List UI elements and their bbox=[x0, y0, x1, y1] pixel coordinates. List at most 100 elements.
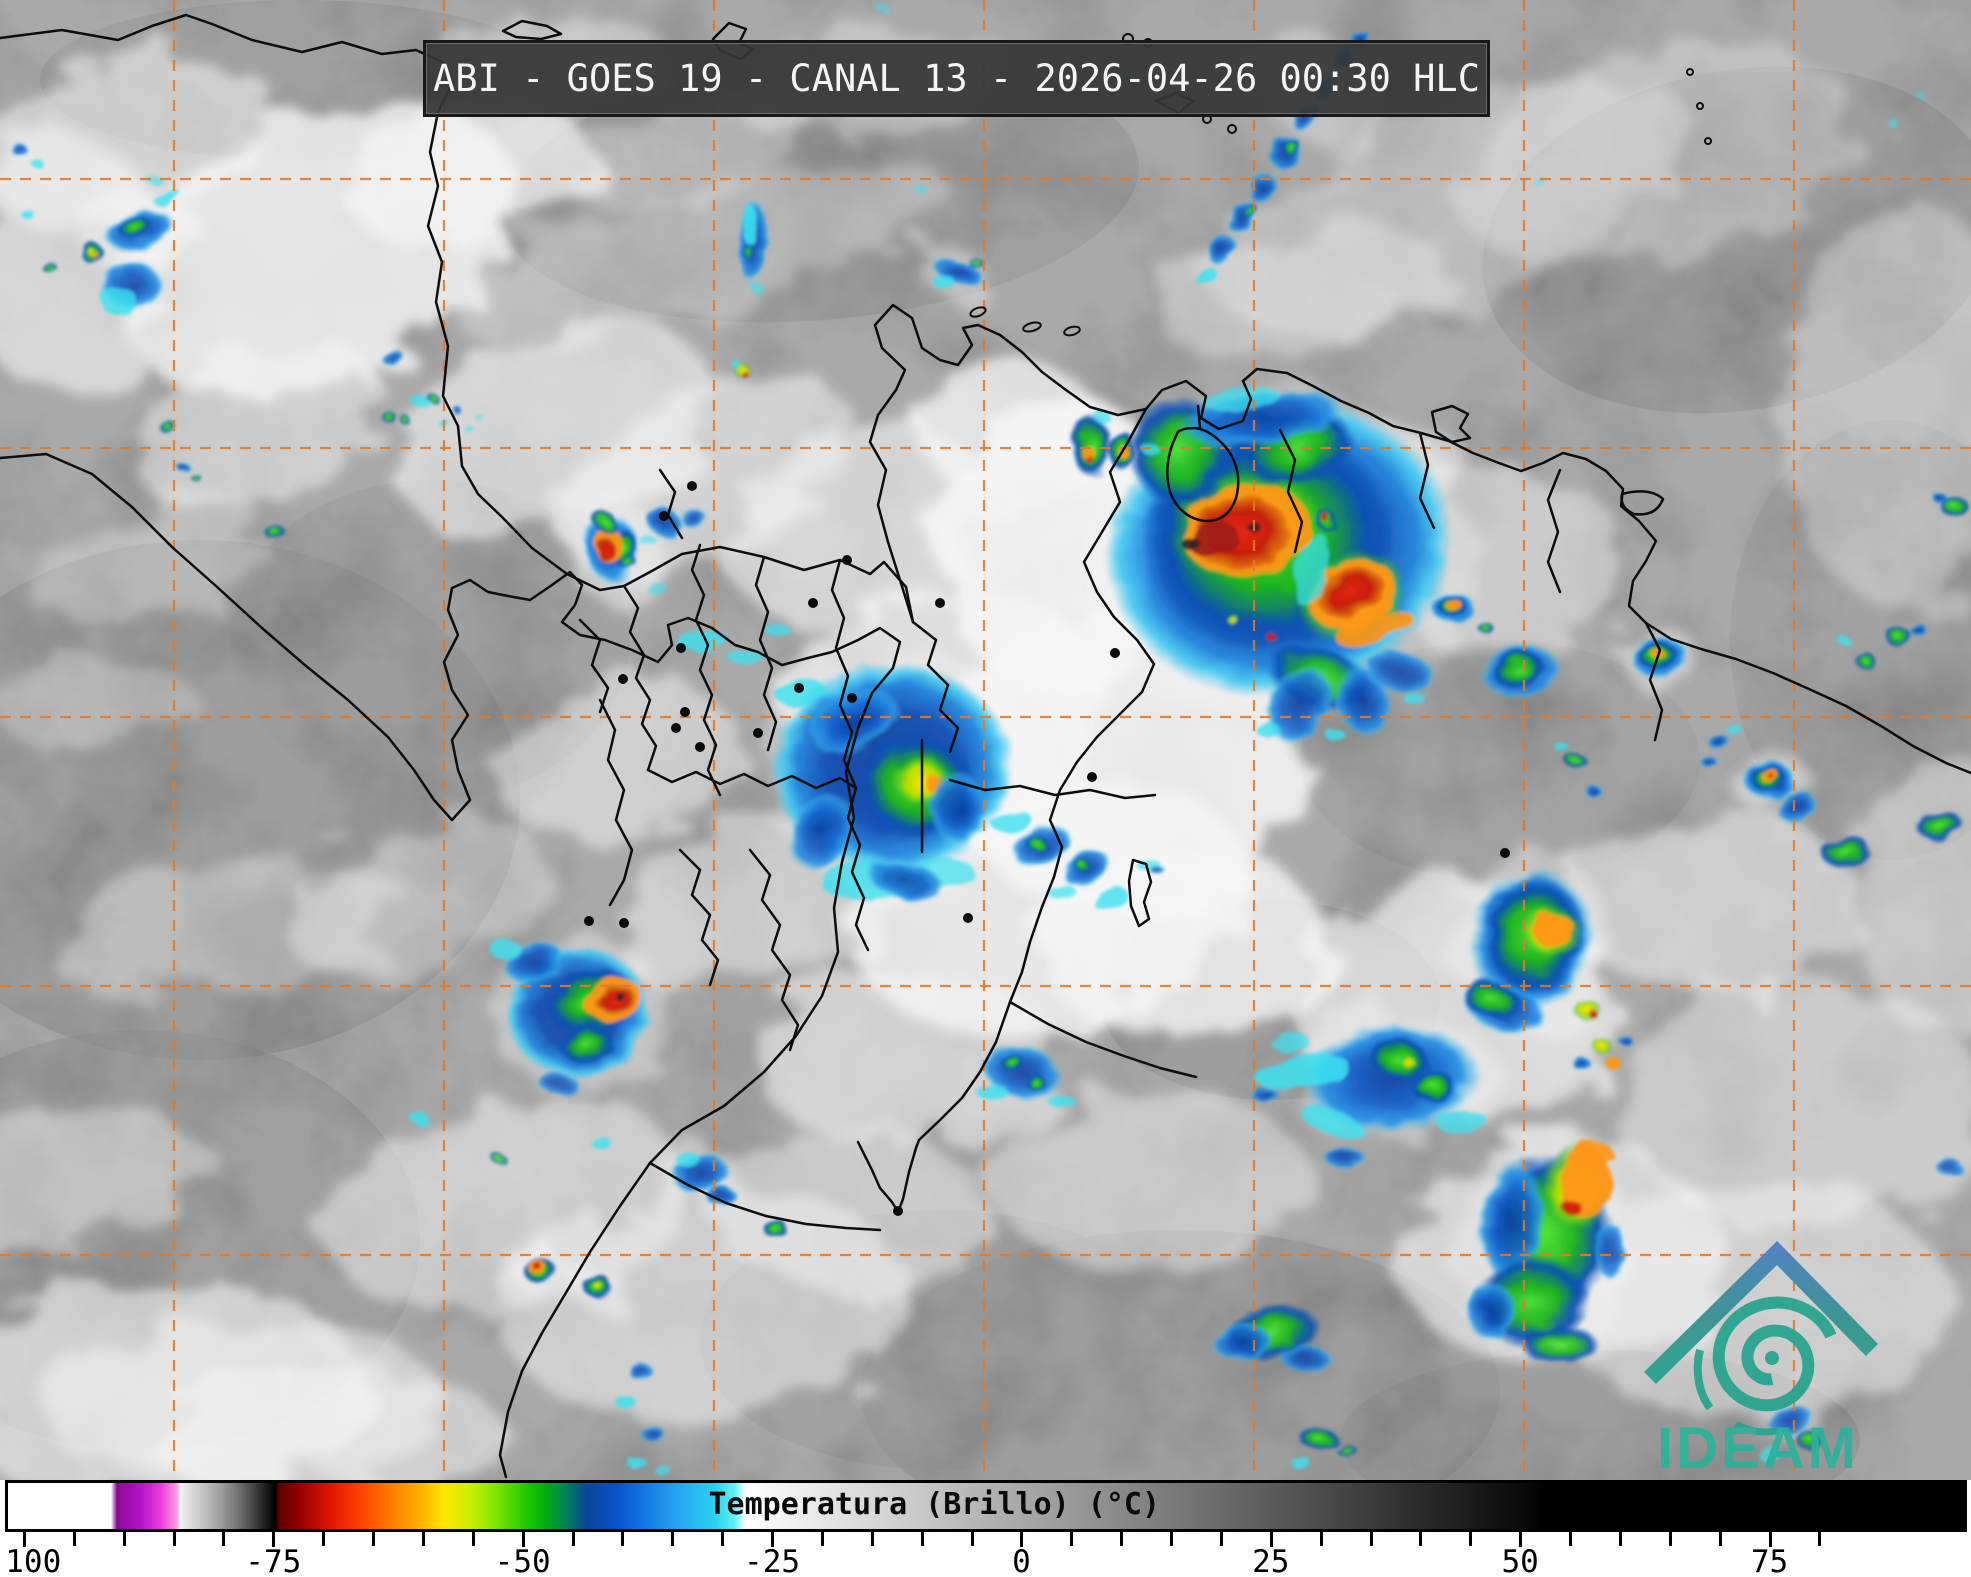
border-path bbox=[1008, 407, 1156, 1004]
colorbar-minor-tick bbox=[222, 1532, 226, 1546]
colorbar-label: Temperatura (Brillo) (°C) bbox=[708, 1487, 1161, 1522]
island-outline bbox=[1704, 137, 1712, 145]
colorbar-minor-tick bbox=[1369, 1532, 1373, 1546]
border-path bbox=[748, 848, 800, 1052]
border-path bbox=[1008, 1000, 1198, 1079]
convective-cell bbox=[865, 859, 945, 901]
convective-cell bbox=[1819, 835, 1871, 867]
colorbar-major-tick bbox=[1519, 1532, 1523, 1547]
convective-cell bbox=[179, 465, 193, 475]
convective-cell bbox=[1520, 1325, 1600, 1365]
convective-cell bbox=[933, 275, 955, 289]
colorbar-minor-tick bbox=[1419, 1532, 1423, 1546]
colorbar-major-tick bbox=[1269, 1532, 1273, 1547]
convective-cell bbox=[1323, 1147, 1367, 1169]
island-outline bbox=[1696, 102, 1704, 110]
border-path bbox=[1196, 404, 1202, 430]
convective-cell bbox=[1938, 1161, 1966, 1179]
convective-cell bbox=[626, 1456, 646, 1468]
city-dot bbox=[687, 481, 697, 491]
convective-cell bbox=[1479, 623, 1495, 635]
border-path bbox=[690, 543, 722, 797]
convective-cell bbox=[731, 359, 739, 367]
convective-cell bbox=[1072, 415, 1112, 479]
convective-cell bbox=[1462, 979, 1522, 1021]
city-dot bbox=[659, 511, 669, 521]
convective-cell bbox=[1047, 886, 1077, 898]
city-dot bbox=[893, 1206, 903, 1216]
logo-spiral-fragment bbox=[1693, 1349, 1714, 1411]
convective-cell bbox=[1617, 1035, 1633, 1045]
convective-cell bbox=[1074, 860, 1092, 872]
colorbar-minor-tick bbox=[820, 1532, 824, 1546]
convective-cell bbox=[645, 582, 667, 592]
colorbar-minor-tick bbox=[72, 1532, 76, 1546]
border-path bbox=[1418, 431, 1436, 530]
border-path bbox=[1166, 426, 1240, 523]
convective-cell bbox=[1202, 383, 1278, 413]
convective-cell bbox=[1282, 137, 1300, 157]
convective-cell bbox=[1365, 649, 1435, 695]
convective-cell bbox=[1561, 1200, 1583, 1216]
convective-cell bbox=[40, 260, 56, 272]
convective-cell bbox=[679, 506, 705, 528]
convective-cell bbox=[1405, 694, 1425, 706]
colorbar-tick-label: 0 bbox=[1012, 1544, 1031, 1577]
convective-cell bbox=[1795, 1430, 1825, 1450]
convective-cell bbox=[1577, 1141, 1613, 1169]
city-dot bbox=[671, 723, 681, 733]
convective-cell bbox=[1701, 757, 1719, 769]
convective-cell bbox=[1322, 515, 1332, 523]
convective-cell bbox=[1758, 1447, 1782, 1463]
city-dot bbox=[619, 918, 629, 928]
convective-cell bbox=[1250, 1087, 1280, 1103]
convective-cell bbox=[1885, 626, 1911, 646]
convective-cell bbox=[976, 1084, 1008, 1100]
border-path bbox=[911, 620, 960, 754]
convective-cell bbox=[743, 242, 755, 262]
convective-cell bbox=[1208, 235, 1236, 265]
convective-cell bbox=[92, 252, 98, 258]
convective-cell bbox=[381, 412, 397, 422]
convective-cell bbox=[1279, 1344, 1331, 1372]
logo-text: IDEAM bbox=[1657, 1416, 1859, 1481]
convective-cell bbox=[1300, 1429, 1340, 1451]
convective-cell bbox=[809, 688, 901, 756]
convective-cell bbox=[476, 415, 484, 421]
colorbar-gradient bbox=[5, 1480, 1967, 1532]
convective-cell bbox=[927, 768, 989, 848]
convective-cell bbox=[1532, 913, 1574, 947]
convective-cell bbox=[465, 427, 475, 433]
city-dot bbox=[963, 913, 973, 923]
convective-cell bbox=[1839, 638, 1851, 646]
convective-cell bbox=[751, 283, 763, 293]
colorbar-tick-label: 75 bbox=[1750, 1544, 1789, 1577]
convective-cell bbox=[1026, 1076, 1048, 1092]
convective-cell bbox=[1768, 774, 1776, 780]
convective-cell bbox=[1436, 1111, 1488, 1133]
colorbar-minor-tick bbox=[172, 1532, 176, 1546]
convective-cell bbox=[676, 1152, 700, 1168]
convective-cell bbox=[647, 508, 681, 536]
colorbar-major-tick bbox=[272, 1532, 276, 1547]
convective-cell bbox=[1290, 1456, 1310, 1468]
convective-cell bbox=[1591, 1038, 1613, 1054]
colorbar: Temperatura (Brillo) (°C) -100 -75 -50 -25 0… bbox=[0, 1480, 1971, 1577]
colorbar-minor-tick bbox=[421, 1532, 425, 1546]
colorbar-minor-tick bbox=[721, 1532, 725, 1546]
city-dot bbox=[676, 643, 686, 653]
border-path bbox=[1546, 468, 1562, 594]
colorbar-minor-tick bbox=[471, 1532, 475, 1546]
convective-cell bbox=[1197, 267, 1217, 287]
convective-cell bbox=[591, 1137, 611, 1149]
convective-cell bbox=[1466, 1282, 1518, 1342]
convective-cell bbox=[1181, 536, 1199, 550]
city-dot bbox=[584, 916, 594, 926]
convective-cell bbox=[192, 475, 202, 483]
city-dot bbox=[842, 555, 852, 565]
convective-cell bbox=[1264, 632, 1276, 640]
convective-cell bbox=[85, 247, 95, 255]
colorbar-minor-tick bbox=[1319, 1532, 1323, 1546]
convective-cell bbox=[1907, 621, 1925, 635]
